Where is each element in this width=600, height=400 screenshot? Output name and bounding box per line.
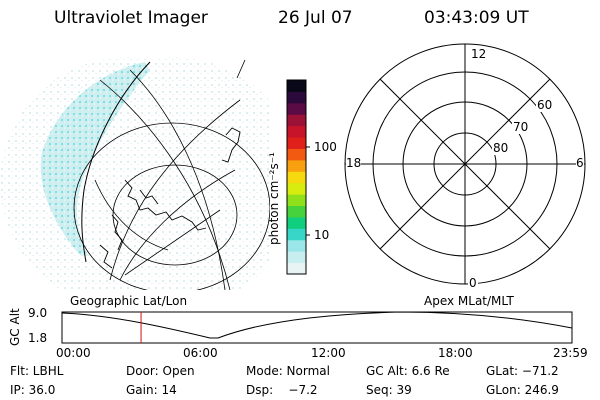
dsp-info: Dsp: −7.2 xyxy=(246,383,318,397)
colorbar-segment xyxy=(287,171,306,184)
colorbar-segment xyxy=(287,262,306,275)
colorbar-tick-label-10: 10 xyxy=(314,228,330,242)
mlat-label-60: 60 xyxy=(536,98,554,112)
colorbar-tick-label-100: 100 xyxy=(314,140,337,154)
xtick-0600: 06:00 xyxy=(183,346,218,360)
colorbar-segment xyxy=(287,102,306,115)
colorbar-frame xyxy=(286,79,307,275)
door-info: Door: Open xyxy=(126,364,195,378)
mode-info: Mode: Normal xyxy=(246,364,330,378)
colorbar xyxy=(286,79,310,275)
geo-map xyxy=(0,57,270,290)
polar-diagonal-b xyxy=(379,78,551,250)
xtick-1200: 12:00 xyxy=(311,346,346,360)
lat-lon-grid xyxy=(73,59,270,290)
observation-date: 26 Jul 07 xyxy=(278,8,353,28)
colorbar-gradient xyxy=(287,80,306,275)
xtick-1800: 18:00 xyxy=(438,346,473,360)
altitude-curve xyxy=(61,311,573,339)
colorbar-segment xyxy=(287,91,306,104)
colorbar-segment xyxy=(287,80,306,92)
colorbar-segment xyxy=(287,148,306,161)
colorbar-segment xyxy=(287,114,306,127)
instrument-title: Ultraviolet Imager xyxy=(54,8,208,28)
colorbar-segment xyxy=(287,194,306,207)
glon-info: GLon: 246.9 xyxy=(486,383,559,397)
terminator-line xyxy=(81,61,151,263)
polar-plot xyxy=(344,43,586,285)
colorbar-segment xyxy=(287,137,306,149)
colorbar-segment xyxy=(287,251,306,264)
xtick-2359: 23:59 xyxy=(553,346,588,360)
mlt-label-18: 18 xyxy=(346,156,362,170)
mlt-label-6: 6 xyxy=(576,156,584,170)
seq-info: Seq: 39 xyxy=(366,383,412,397)
altitude-plot xyxy=(61,311,573,344)
gc-alt-info: GC Alt: 6.6 Re xyxy=(366,364,450,378)
colorbar-segment xyxy=(287,159,306,172)
colorbar-unit-label: photon cm⁻²s⁻¹ xyxy=(267,152,281,245)
mlat-label-70: 70 xyxy=(512,120,530,134)
colorbar-segment xyxy=(287,216,306,229)
gain-info: Gain: 14 xyxy=(126,383,177,397)
colorbar-segment xyxy=(287,182,306,195)
altitude-ytick-bottom: 1.8 xyxy=(28,331,48,345)
glat-info: GLat: −71.2 xyxy=(486,364,559,378)
mlt-label-0: 0 xyxy=(468,276,478,290)
xtick-0000: 00:00 xyxy=(56,346,91,360)
altitude-ylabel: GC Alt xyxy=(8,308,22,346)
colorbar-segment xyxy=(287,228,306,241)
apex-coords-label: Apex MLat/MLT xyxy=(424,294,514,308)
colorbar-segment xyxy=(287,125,306,138)
coastlines xyxy=(99,127,241,269)
colorbar-segment xyxy=(287,205,306,218)
mlat-label-80: 80 xyxy=(492,141,510,155)
altitude-ytick-top: 9.0 xyxy=(28,306,48,320)
auroral-emission xyxy=(40,62,150,256)
colorbar-segment xyxy=(287,239,306,252)
geo-coords-label: Geographic Lat/Lon xyxy=(70,294,188,308)
ip-info: IP: 36.0 xyxy=(10,383,56,397)
mlt-label-12: 12 xyxy=(470,47,488,61)
observation-time: 03:43:09 UT xyxy=(424,8,529,28)
filter-info: Flt: LBHL xyxy=(10,364,64,378)
